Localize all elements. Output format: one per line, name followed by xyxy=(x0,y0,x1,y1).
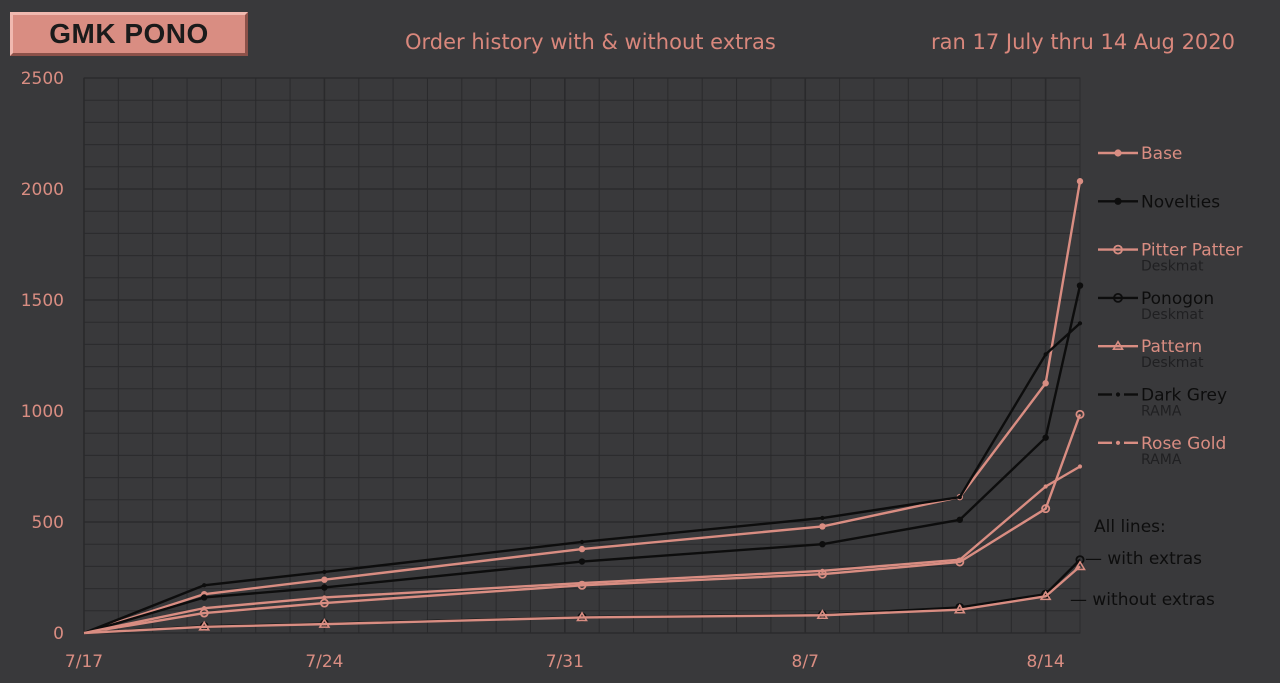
legend-label: Base xyxy=(1141,144,1182,164)
data-point xyxy=(1042,434,1049,441)
data-point xyxy=(819,523,826,530)
series-line xyxy=(83,322,1081,635)
x-tick-label: 7/17 xyxy=(65,652,103,672)
series-dark-grey xyxy=(83,321,1083,635)
legend-marker xyxy=(1114,197,1122,205)
data-point xyxy=(201,594,208,601)
data-point xyxy=(957,557,962,562)
legend-label: Rose Gold xyxy=(1141,434,1226,454)
y-tick-label: 2500 xyxy=(21,69,64,89)
annotation-without-extras: — without extras xyxy=(1070,590,1215,610)
legend-marker xyxy=(1115,440,1121,445)
legend-marker xyxy=(1113,292,1123,303)
data-point xyxy=(816,609,829,620)
legend-label: Novelties xyxy=(1141,192,1220,212)
data-point xyxy=(318,618,331,628)
data-point xyxy=(1076,178,1084,185)
legend-marker xyxy=(1114,149,1122,157)
data-point xyxy=(576,611,588,622)
grid xyxy=(83,77,1081,634)
data-point xyxy=(579,539,585,545)
data-point xyxy=(956,516,963,523)
annotation-with-extras: — with extras xyxy=(1085,549,1202,569)
data-point xyxy=(578,558,586,565)
legend-marker xyxy=(1112,340,1124,350)
y-tick-label: 500 xyxy=(32,513,64,533)
data-point xyxy=(1042,380,1049,387)
chart-subtitle: ran 17 July thru 14 Aug 2020 xyxy=(931,30,1236,54)
series-line xyxy=(83,558,1081,635)
x-tick-label: 8/7 xyxy=(792,652,819,672)
series-line xyxy=(83,565,1081,635)
y-tick-label: 1000 xyxy=(21,402,64,422)
series-line xyxy=(83,465,1081,635)
series-rose-gold xyxy=(83,464,1083,635)
legend-label: Dark Grey xyxy=(1141,386,1227,406)
annotations: All lines: — with extras — without extras xyxy=(1070,517,1215,610)
data-point xyxy=(1043,484,1048,489)
data-point xyxy=(1077,321,1083,326)
data-point xyxy=(1077,464,1083,469)
data-point xyxy=(1076,282,1084,289)
data-point xyxy=(957,495,962,500)
badge-text: GMK PONO xyxy=(49,18,209,49)
y-tick-label: 1500 xyxy=(21,291,64,311)
series-lines xyxy=(83,178,1086,635)
data-point xyxy=(1039,590,1052,601)
data-point xyxy=(198,620,211,631)
data-point xyxy=(1075,409,1085,419)
series-novelties xyxy=(83,282,1084,635)
series-line xyxy=(83,413,1082,635)
data-point xyxy=(322,595,327,600)
data-point xyxy=(579,580,585,586)
axes: 0 500 1000 1500 2000 2500 7/17 7/24 7/31 8/7 8/14 xyxy=(21,69,1065,672)
data-point xyxy=(820,515,825,521)
data-point xyxy=(321,576,328,583)
legend-caption: Deskmat xyxy=(1141,355,1204,371)
series-pattern xyxy=(83,560,1086,635)
legend-caption: Deskmat xyxy=(1141,259,1204,275)
legend-item-base: Base xyxy=(1098,144,1182,164)
series-line xyxy=(83,181,1082,635)
legend-caption: RAMA xyxy=(1141,404,1182,420)
data-point xyxy=(578,545,586,553)
y-tick-label: 2000 xyxy=(21,180,64,200)
legend-label: Pattern xyxy=(1141,337,1202,357)
data-point xyxy=(321,584,328,591)
legend-caption: Deskmat xyxy=(1141,307,1204,323)
data-point xyxy=(1043,352,1048,357)
annotation-heading: All lines: xyxy=(1094,517,1166,537)
legend-label: Pitter Patter xyxy=(1141,241,1242,261)
data-point xyxy=(1074,560,1086,571)
data-point xyxy=(202,606,207,611)
y-tick-label: 0 xyxy=(53,624,64,644)
legend-marker xyxy=(1115,392,1121,397)
data-point xyxy=(953,603,966,614)
x-tick-label: 7/24 xyxy=(305,652,343,672)
legend-label: Ponogon xyxy=(1141,289,1214,309)
x-tick-label: 8/14 xyxy=(1027,652,1065,672)
chart-title: Order history with & without extras xyxy=(405,30,776,54)
series-line xyxy=(83,285,1082,635)
data-point xyxy=(202,583,207,588)
data-point xyxy=(322,569,327,575)
legend-caption: RAMA xyxy=(1141,452,1182,468)
data-point xyxy=(819,541,826,548)
title-badge: GMK PONO xyxy=(10,12,248,56)
x-tick-label: 7/31 xyxy=(546,652,584,672)
legend-marker xyxy=(1113,244,1123,255)
data-point xyxy=(820,568,825,573)
data-point xyxy=(1041,504,1051,514)
legend-item-novelties: Novelties xyxy=(1098,192,1220,212)
